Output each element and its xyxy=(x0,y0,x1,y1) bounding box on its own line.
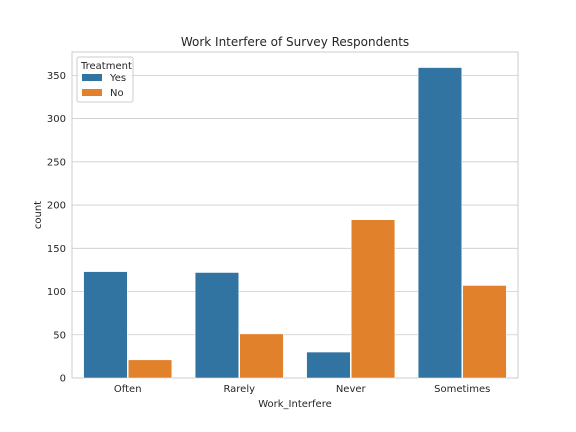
y-tick-label: 50 xyxy=(53,330,66,341)
legend-label-yes: Yes xyxy=(109,73,126,84)
bar-yes-rarely xyxy=(194,272,239,379)
x-tick-label: Rarely xyxy=(223,384,255,395)
legend-swatch-no xyxy=(82,89,102,96)
x-tick-label: Sometimes xyxy=(434,384,490,395)
y-tick-label: 100 xyxy=(47,287,66,298)
y-tick-label: 200 xyxy=(47,201,66,212)
legend-label-no: No xyxy=(110,88,124,99)
x-tick-label: Never xyxy=(336,384,367,395)
y-axis-label: count xyxy=(33,201,44,229)
x-axis-label: Work_Interfere xyxy=(258,399,332,410)
legend: Treatment Yes No xyxy=(76,56,134,103)
y-tick-label: 350 xyxy=(47,71,66,82)
bar-yes-often xyxy=(83,271,128,379)
x-tick-label: Often xyxy=(114,384,142,395)
bar-yes-sometimes xyxy=(417,67,462,379)
chart-title: Work Interfere of Survey Respondents xyxy=(181,35,409,49)
bar-yes-never xyxy=(306,351,351,379)
bar-no-never xyxy=(351,219,396,379)
y-tick-label: 250 xyxy=(47,157,66,168)
bar-no-rarely xyxy=(239,333,284,379)
legend-title: Treatment xyxy=(80,61,132,72)
y-tick-label: 300 xyxy=(47,114,66,125)
bar-no-often xyxy=(128,359,173,379)
legend-swatch-yes xyxy=(82,74,102,81)
y-tick-label: 0 xyxy=(60,374,66,385)
bar-no-sometimes xyxy=(462,285,507,379)
y-axis-ticks: 0 50 100 150 200 250 300 350 xyxy=(47,71,66,385)
bars xyxy=(83,67,507,379)
y-tick-label: 150 xyxy=(47,244,66,255)
x-axis-ticks: Often Rarely Never Sometimes xyxy=(114,384,490,395)
